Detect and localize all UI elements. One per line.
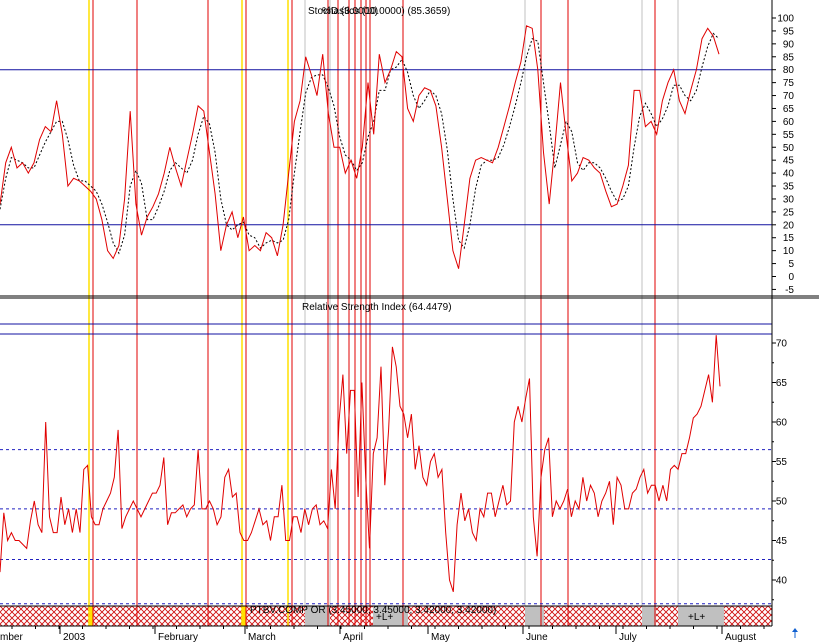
info-strip-caption: PTBV.COMP OR (3.45000, 3.45000, 3.42000,… <box>250 605 496 616</box>
strip-layer <box>0 606 772 626</box>
y-axis-stochastic: 1009590858075706560555045403530252015105… <box>772 14 794 296</box>
stochastic-panel <box>0 25 720 269</box>
stoch-y-tick-label-85: 85 <box>783 52 795 63</box>
rsi-y-tick-label-70: 70 <box>776 339 788 350</box>
x-label-june: June <box>526 632 548 643</box>
x-label-august: August <box>725 632 756 643</box>
x-label-july: July <box>619 632 637 643</box>
stoch-d-line <box>0 32 720 255</box>
rsi-y-tick-label-50: 50 <box>776 497 788 508</box>
stochastic-title: Stochastics (10.0000) (85.3659) <box>308 6 450 17</box>
stoch-y-tick-label-50: 50 <box>783 143 795 154</box>
rsi-y-tick-label-45: 45 <box>776 536 788 547</box>
vertical-markers <box>88 0 679 626</box>
rsi-y-tick-label-60: 60 <box>776 418 788 429</box>
stochastic-title-overlap: %D (3.0000) <box>322 6 378 17</box>
strip-marker-label-1: +L+ <box>376 612 393 623</box>
rsi-y-tick-label-65: 65 <box>776 378 788 389</box>
stoch-y-tick-label-0: 0 <box>788 272 794 283</box>
reference-lines <box>0 69 772 605</box>
strip-gray-block-2 <box>373 606 408 626</box>
stoch-y-tick-label-60: 60 <box>783 117 795 128</box>
stoch-y-tick-label-15: 15 <box>783 233 795 244</box>
rsi-line <box>0 335 721 592</box>
strip-gray-block-5 <box>678 606 724 626</box>
stoch-y-tick-label-20: 20 <box>783 220 795 231</box>
stoch-y-tick-label-5: 5 <box>788 259 794 270</box>
stoch-y-tick-label-100: 100 <box>777 14 794 25</box>
stoch-y-tick-label-75: 75 <box>783 78 795 89</box>
strip-gray-block-4 <box>642 606 656 626</box>
rsi-title: Relative Strength Index (64.4479) <box>302 302 452 313</box>
strip-marker-label-2: +L+ <box>688 612 705 623</box>
stoch-y-tick-label-55: 55 <box>783 130 795 141</box>
up-arrow-icon[interactable] <box>792 628 798 638</box>
x-label-may: May <box>431 632 450 643</box>
strip-gray-block-1 <box>305 606 330 626</box>
strip-yellow-block-2 <box>242 606 246 626</box>
stoch-y-tick-label-40: 40 <box>783 169 795 180</box>
x-label-2003: 2003 <box>63 632 86 643</box>
strip-gray-block-3 <box>525 606 544 626</box>
rsi-panel <box>0 335 721 592</box>
stoch-y-tick-label-45: 45 <box>783 156 795 167</box>
stoch-y-tick-label-65: 65 <box>783 104 795 115</box>
rsi-y-tick-label-40: 40 <box>776 576 788 587</box>
frames <box>0 0 819 627</box>
rsi-y-tick-label-55: 55 <box>776 457 788 468</box>
x-label-mber: mber <box>0 632 23 643</box>
x-label-february: February <box>158 632 198 643</box>
stoch-y-tick-label-80: 80 <box>783 65 795 76</box>
strip-yellow-block-1 <box>89 606 93 626</box>
stoch-y-tick-label-25: 25 <box>783 207 795 218</box>
stoch-k-line <box>0 25 720 269</box>
stoch-y-tick-label-10: 10 <box>783 246 795 257</box>
stoch-y-tick-label-35: 35 <box>783 182 795 193</box>
x-axis: mber 2003 February March April May June July Aug… <box>0 626 765 643</box>
x-label-april: April <box>343 632 363 643</box>
stoch-y-tick-label-95: 95 <box>783 26 795 37</box>
x-label-march: March <box>248 632 276 643</box>
stoch-y-tick-label--5: -5 <box>785 285 794 296</box>
y-axis-rsi: 70 65 60 55 50 45 40 <box>772 339 788 601</box>
stoch-y-tick-label-90: 90 <box>783 39 795 50</box>
stoch-y-tick-label-30: 30 <box>783 194 795 205</box>
stoch-y-tick-label-70: 70 <box>783 91 795 102</box>
